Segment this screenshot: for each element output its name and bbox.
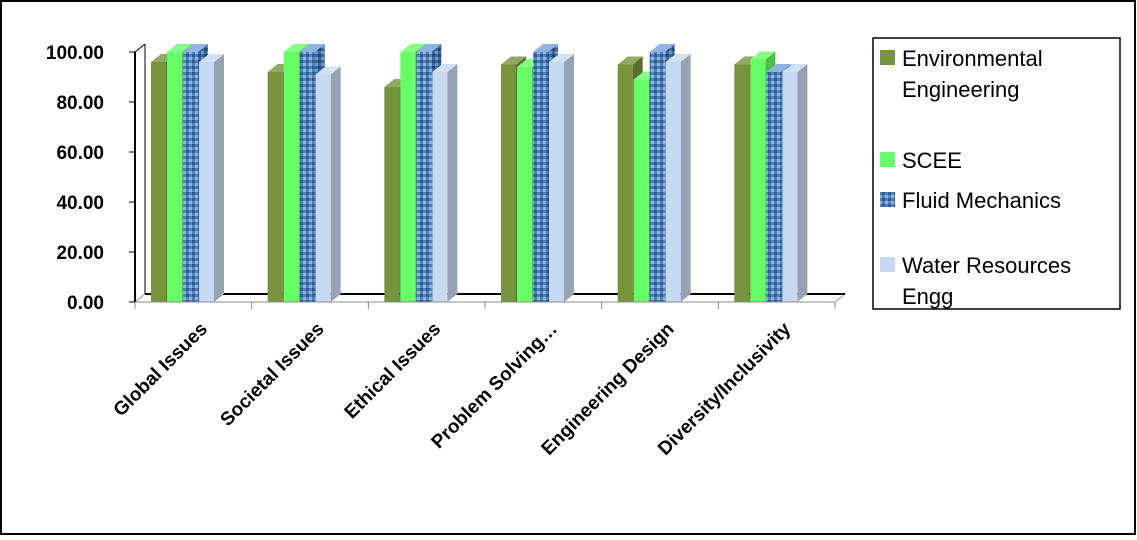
x-tick-label: Global Issues	[110, 319, 212, 421]
legend-swatch-environmental-engineering	[880, 50, 895, 65]
x-tick-label: Societal Issues	[217, 319, 329, 431]
bar-top	[400, 44, 426, 52]
bar-side	[564, 54, 574, 302]
bar-top	[549, 54, 574, 62]
legend: Environmental Engineering SCEE Fluid Mechan…	[880, 46, 1071, 309]
bar-front	[766, 72, 782, 302]
legend-swatch-scee	[880, 152, 895, 167]
bar-top	[617, 56, 643, 65]
bar-front	[299, 52, 315, 302]
bar-top	[199, 54, 224, 62]
bar-top	[183, 44, 208, 52]
x-tick-label: Engineering Design	[538, 319, 679, 460]
bar-front	[432, 72, 448, 302]
bar-side	[797, 64, 808, 302]
bar-top	[299, 44, 325, 52]
legend-swatch-water-resources-engg	[880, 257, 895, 272]
y-tick-label: 100.00	[46, 43, 104, 64]
bar-front	[734, 64, 750, 302]
legend-label-water-resources-engg: Water Resources Engg	[902, 253, 1071, 309]
bar-water-resources-engg-problem-solving	[549, 54, 574, 302]
bar-front	[633, 79, 649, 302]
bar-front	[400, 52, 416, 302]
bar-front	[315, 74, 331, 302]
bar-side	[680, 54, 691, 302]
bar-water-resources-engg-societal-issues	[315, 66, 341, 302]
y-tick-label: 60.00	[56, 143, 104, 164]
bar-front	[384, 87, 400, 302]
bar-top	[283, 44, 309, 52]
bar-water-resources-engg-global-issues	[199, 54, 224, 302]
y-tick-label: 20.00	[56, 243, 104, 264]
bar-top	[432, 64, 458, 72]
bar-front	[649, 52, 665, 302]
x-axis: Global Issues Societal Issues Ethical Issu…	[110, 302, 836, 460]
bar-top	[766, 64, 792, 72]
bar-top	[416, 44, 442, 52]
legend-swatch-fluid-mechanics	[880, 192, 895, 207]
bar-top	[782, 64, 808, 72]
bar-top	[533, 44, 558, 52]
bar-front	[501, 64, 516, 302]
x-tick-label: Diversity/Inclusivity	[654, 318, 795, 459]
bar-side	[214, 54, 224, 302]
bars-group	[151, 44, 808, 302]
legend-box	[872, 37, 1121, 310]
bar-front	[750, 59, 766, 302]
bar-top	[649, 44, 675, 52]
bar-front	[199, 62, 214, 302]
bar-front	[517, 67, 532, 302]
legend-label-environmental-engineering: Environmental Engineering	[902, 46, 1043, 102]
bar-front	[151, 62, 166, 302]
bar-top	[315, 66, 341, 75]
bar-top	[167, 44, 192, 52]
x-tick-label: Problem Solving…	[428, 319, 562, 453]
bar-front	[549, 62, 564, 302]
bar-top	[501, 56, 526, 65]
bar-top	[665, 54, 691, 62]
legend-label-fluid-mechanics: Fluid Mechanics	[902, 188, 1061, 213]
y-tick-label: 0.00	[67, 293, 104, 314]
plot-side-top-edge	[134, 43, 146, 53]
bar-top	[750, 51, 776, 60]
bar-front	[283, 52, 299, 302]
bar-water-resources-engg-engineering-design	[665, 54, 691, 302]
legend-label-scee: SCEE	[902, 148, 962, 173]
bar-front	[416, 52, 432, 302]
bar-front	[533, 52, 548, 302]
bar-front	[267, 72, 283, 302]
y-axis: 0.00 20.00 40.00 60.00 80.00 100.00	[46, 43, 135, 314]
bar-front	[665, 62, 681, 302]
bar-side	[330, 66, 341, 302]
bar-front	[183, 52, 198, 302]
bar-water-resources-engg-ethical-issues	[432, 64, 458, 302]
bar-front	[617, 64, 633, 302]
y-tick-label: 40.00	[56, 193, 104, 214]
y-tick-label: 80.00	[56, 93, 104, 114]
bar-water-resources-engg-diversity-inclusivity	[782, 64, 808, 302]
bar-side	[447, 64, 458, 302]
bar-front	[782, 72, 798, 302]
x-tick-label: Ethical Issues	[341, 319, 445, 423]
bar-front	[167, 52, 182, 302]
